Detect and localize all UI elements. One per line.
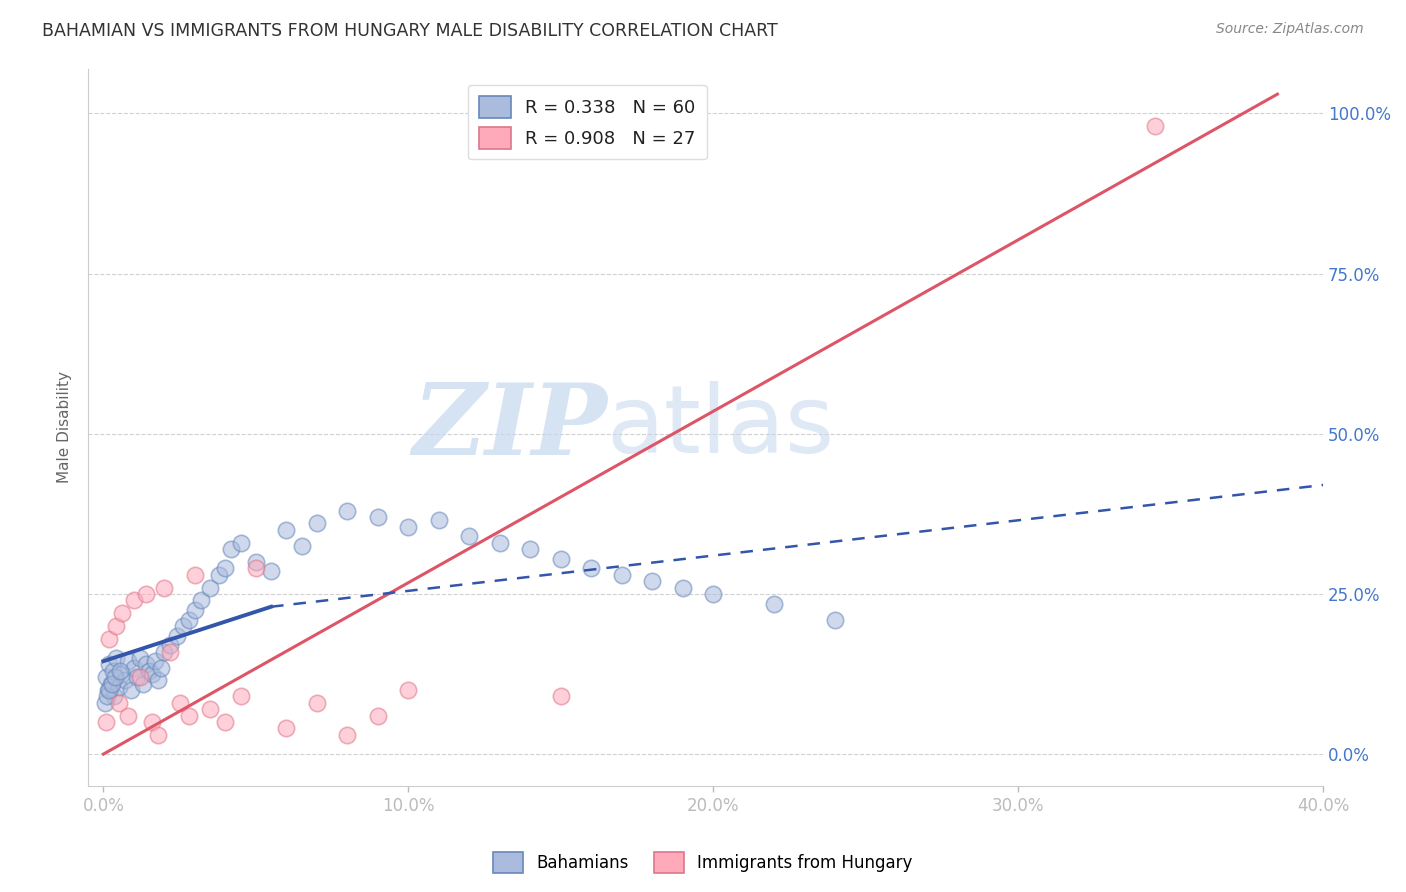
Point xyxy=(122,660,145,674)
Point xyxy=(141,667,163,681)
Point xyxy=(122,593,145,607)
Point xyxy=(159,644,181,658)
Legend: R = 0.338   N = 60, R = 0.908   N = 27: R = 0.338 N = 60, R = 0.908 N = 27 xyxy=(468,85,707,160)
Point xyxy=(177,708,200,723)
Point xyxy=(367,708,389,723)
Point xyxy=(135,587,157,601)
Point xyxy=(763,597,786,611)
Point xyxy=(104,619,127,633)
Point xyxy=(148,728,170,742)
Point xyxy=(98,657,121,672)
Point xyxy=(143,654,166,668)
Point xyxy=(166,629,188,643)
Point xyxy=(172,619,194,633)
Point xyxy=(336,728,359,742)
Point xyxy=(96,670,118,684)
Point xyxy=(97,683,120,698)
Point xyxy=(100,676,122,690)
Point xyxy=(1144,119,1167,133)
Point xyxy=(132,676,155,690)
Point xyxy=(198,702,221,716)
Point xyxy=(111,606,134,620)
Text: ZIP: ZIP xyxy=(412,379,607,475)
Text: Source: ZipAtlas.com: Source: ZipAtlas.com xyxy=(1216,22,1364,37)
Point xyxy=(101,664,124,678)
Point xyxy=(107,680,129,694)
Point xyxy=(138,664,160,678)
Text: BAHAMIAN VS IMMIGRANTS FROM HUNGARY MALE DISABILITY CORRELATION CHART: BAHAMIAN VS IMMIGRANTS FROM HUNGARY MALE… xyxy=(42,22,778,40)
Point xyxy=(125,670,148,684)
Point xyxy=(190,593,212,607)
Point xyxy=(396,519,419,533)
Point xyxy=(550,690,572,704)
Point xyxy=(396,683,419,698)
Point xyxy=(114,673,136,688)
Point xyxy=(214,561,236,575)
Point xyxy=(367,510,389,524)
Point xyxy=(103,690,125,704)
Point xyxy=(169,696,191,710)
Point xyxy=(117,654,139,668)
Point xyxy=(610,567,633,582)
Point xyxy=(641,574,664,588)
Point xyxy=(214,714,236,729)
Point xyxy=(458,529,481,543)
Point xyxy=(101,676,124,690)
Point xyxy=(120,683,142,698)
Point xyxy=(97,683,120,698)
Point xyxy=(229,690,252,704)
Point xyxy=(94,696,117,710)
Point xyxy=(129,670,152,684)
Point xyxy=(427,513,450,527)
Point xyxy=(276,523,298,537)
Point xyxy=(177,613,200,627)
Text: atlas: atlas xyxy=(607,382,835,474)
Point xyxy=(581,561,603,575)
Point xyxy=(184,567,207,582)
Point xyxy=(104,670,127,684)
Point xyxy=(117,708,139,723)
Point xyxy=(305,696,328,710)
Point xyxy=(245,561,267,575)
Point xyxy=(111,667,134,681)
Point xyxy=(108,664,131,678)
Point xyxy=(276,722,298,736)
Legend: Bahamians, Immigrants from Hungary: Bahamians, Immigrants from Hungary xyxy=(486,846,920,880)
Point xyxy=(488,535,510,549)
Point xyxy=(291,539,314,553)
Point xyxy=(221,542,243,557)
Point xyxy=(824,613,846,627)
Point xyxy=(260,565,283,579)
Point xyxy=(98,632,121,646)
Point xyxy=(141,714,163,729)
Point xyxy=(198,581,221,595)
Point xyxy=(336,503,359,517)
Point xyxy=(208,567,231,582)
Point xyxy=(550,551,572,566)
Point xyxy=(305,516,328,531)
Point xyxy=(96,690,118,704)
Point xyxy=(150,660,173,674)
Point xyxy=(159,638,181,652)
Point xyxy=(153,581,176,595)
Y-axis label: Male Disability: Male Disability xyxy=(58,371,72,483)
Point xyxy=(96,714,118,729)
Point xyxy=(153,644,176,658)
Point xyxy=(135,657,157,672)
Point xyxy=(702,587,724,601)
Point xyxy=(245,555,267,569)
Point xyxy=(672,581,695,595)
Point xyxy=(129,651,152,665)
Point xyxy=(184,603,207,617)
Point xyxy=(519,542,541,557)
Point xyxy=(104,651,127,665)
Point xyxy=(107,696,129,710)
Point xyxy=(148,673,170,688)
Point xyxy=(229,535,252,549)
